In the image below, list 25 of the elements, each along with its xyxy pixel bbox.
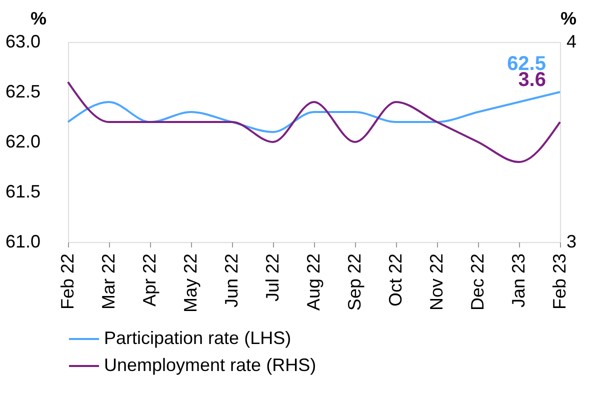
y-tick-label: 62.5 (5, 82, 40, 102)
x-tick-label: Feb 23 (550, 254, 570, 310)
x-tick-label: Jul 22 (262, 254, 282, 302)
x-tick-label: Oct 22 (386, 254, 406, 307)
x-tick-label: Jan 23 (508, 254, 528, 308)
x-tick-label: Mar 22 (98, 254, 118, 310)
line-series (67, 91, 561, 133)
x-tick-label: Dec 22 (468, 254, 488, 311)
x-tick-label: Aug 22 (304, 254, 324, 311)
x-tick-label: Sep 22 (344, 254, 364, 311)
x-tick-label: Apr 22 (140, 254, 160, 307)
y-tick-label: 62.0 (5, 132, 40, 152)
y2-axis-title: % (560, 8, 577, 28)
y-tick-label: 61.0 (5, 232, 40, 252)
y-axis-title: % (30, 8, 47, 28)
y-tick-label: 63.0 (5, 32, 40, 52)
legend-label: Participation rate (LHS) (104, 328, 292, 348)
legend-label: Unemployment rate (RHS) (104, 355, 316, 375)
y2-tick-label: 3 (566, 232, 577, 252)
x-tick-label: Jun 22 (222, 254, 242, 308)
x-tick-label: May 22 (180, 254, 200, 313)
x-tick-label: Nov 22 (426, 254, 446, 311)
x-tick-label: Feb 22 (58, 254, 78, 310)
y-tick-label: 61.5 (5, 182, 40, 202)
y2-tick-label: 4 (566, 32, 577, 52)
